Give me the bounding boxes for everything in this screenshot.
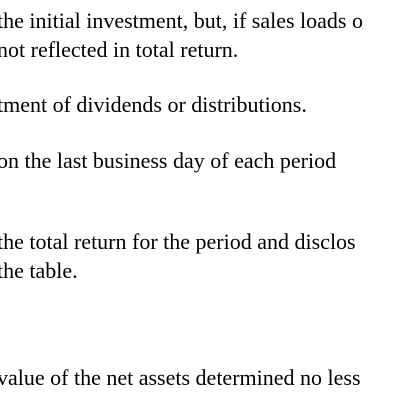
text-line-5: the total return for the period and disc… bbox=[0, 229, 356, 254]
text-line-4: on the last business day of each period bbox=[0, 148, 337, 173]
text-line-7: value of the net assets determined no le… bbox=[0, 365, 361, 390]
text-line-3: tment of dividends or distributions. bbox=[0, 92, 307, 117]
text-line-2: not reflected in total return. bbox=[0, 37, 239, 62]
text-line-6: the table. bbox=[0, 258, 78, 283]
text-line-1: the initial investment, but, if sales lo… bbox=[0, 8, 363, 33]
